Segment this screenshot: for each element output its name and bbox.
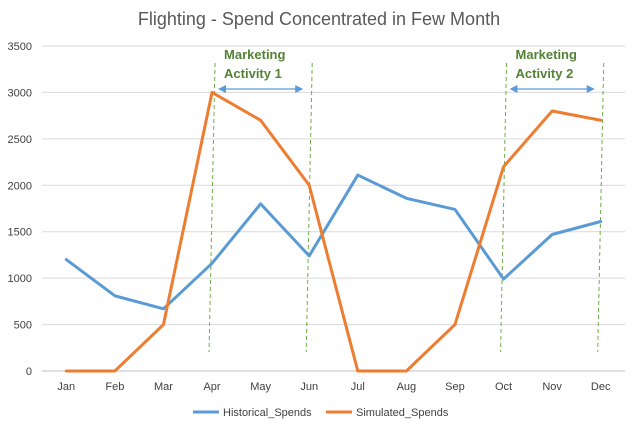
x-tick-label: Nov (542, 381, 562, 393)
legend-label: Historical_Spends (223, 407, 312, 419)
x-tick-label: Mar (154, 381, 173, 393)
x-tick-label: Apr (203, 381, 220, 393)
y-tick-label: 2500 (8, 134, 32, 146)
y-tick-label: 0 (26, 366, 32, 378)
chart-title: Flighting - Spend Concentrated in Few Mo… (138, 9, 500, 29)
x-tick-label: Jan (57, 381, 75, 393)
series-line (64, 173, 603, 311)
x-tick-label: Oct (495, 381, 512, 393)
y-tick-label: 3000 (8, 87, 32, 99)
legend-label: Simulated_Spends (356, 407, 449, 419)
y-tick-label: 1500 (8, 227, 32, 239)
y-tick-label: 500 (14, 320, 32, 332)
y-tick-label: 3500 (8, 41, 32, 53)
dashed-marker-line (500, 62, 508, 353)
series-lines (64, 90, 603, 373)
series-line (64, 90, 603, 373)
dashed-marker-line (305, 62, 313, 353)
y-tick-label: 2000 (8, 180, 32, 192)
dashed-marker-line (208, 62, 216, 353)
x-tick-label: May (250, 381, 271, 393)
dashed-marker-line (597, 62, 605, 353)
annotation-label: Marketing (516, 47, 577, 62)
annotation-label: Activity 1 (224, 66, 282, 81)
x-tick-label: Aug (397, 381, 417, 393)
x-tick-label: Sep (445, 381, 465, 393)
x-axis-ticks: Jan Feb Mar Apr May Jun Jul Aug Sep Oct Nov Dec (57, 381, 611, 393)
x-tick-label: Dec (591, 381, 611, 393)
annotation-label: Marketing (224, 47, 285, 62)
gridlines (42, 45, 625, 372)
x-tick-label: Jun (300, 381, 318, 393)
x-tick-label: Jul (351, 381, 365, 393)
annotation-label: Activity 2 (516, 66, 574, 81)
y-tick-label: 1000 (8, 273, 32, 285)
y-axis-ticks: 0 500 1000 1500 2000 2500 3000 3500 (8, 41, 32, 378)
x-tick-label: Feb (105, 381, 124, 393)
annotations: Marketing Activity 1 Marketing Activity 2 (208, 47, 605, 353)
legend: Historical_Spends Simulated_Spends (193, 407, 449, 419)
